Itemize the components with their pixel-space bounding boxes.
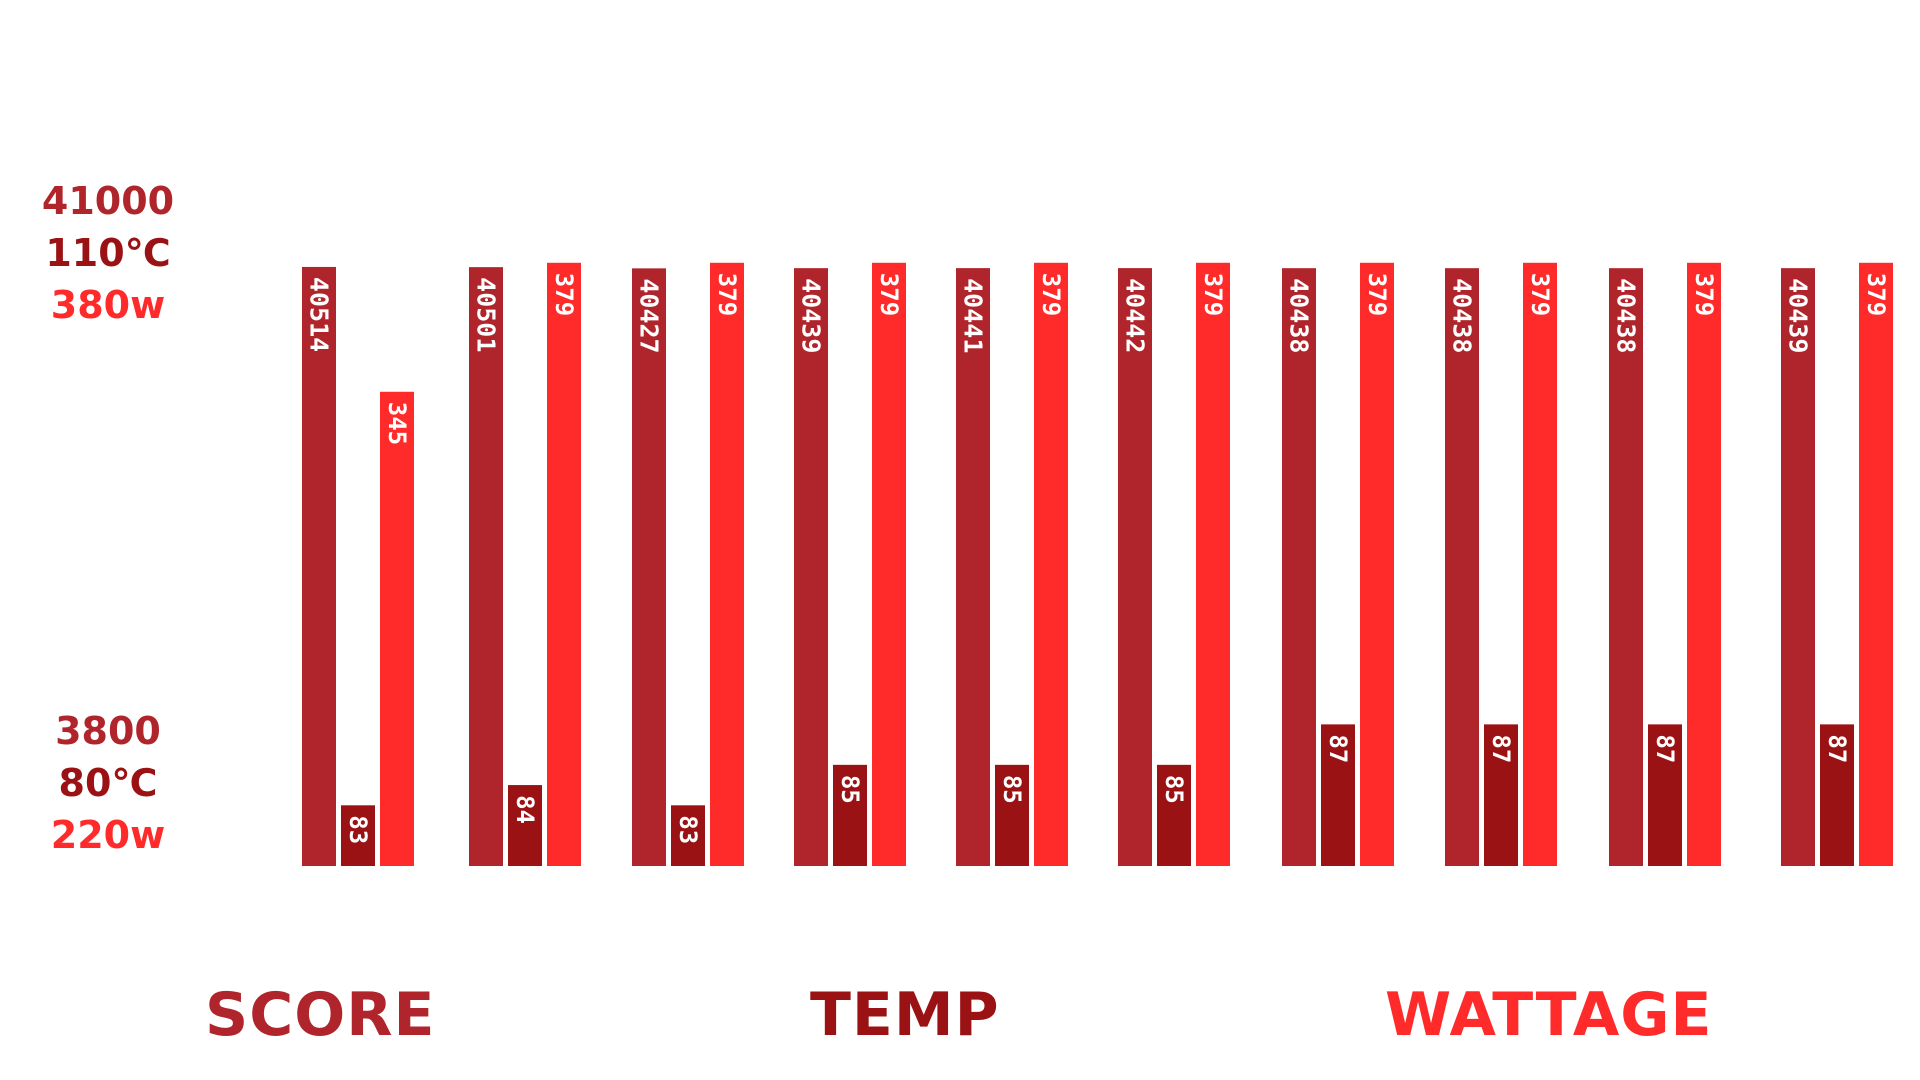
temp-bar-4 — [833, 764, 867, 866]
temp-axis-top-label: 110℃ — [45, 231, 171, 275]
temp-value-label-5: 85 — [998, 775, 1026, 804]
wattage-bar-1 — [380, 391, 414, 866]
wattage-bar-3 — [710, 262, 744, 866]
wattage-value-label-7: 379 — [1363, 273, 1391, 316]
temp-bar-1 — [341, 805, 375, 866]
temp-value-label-8: 87 — [1487, 734, 1515, 763]
wattage-bar-2 — [547, 262, 581, 866]
wattage-value-label-2: 379 — [550, 273, 578, 316]
score-bar-6 — [1118, 268, 1152, 867]
wattage-value-label-4: 379 — [875, 273, 903, 316]
wattage-bar-8 — [1523, 262, 1557, 866]
temp-axis-bottom-label: 80℃ — [58, 761, 158, 805]
score-axis-top-label: 41000 — [41, 179, 175, 223]
temp-bar-10 — [1820, 724, 1854, 866]
wattage-value-label-5: 379 — [1037, 273, 1065, 316]
temp-bar-2 — [508, 785, 542, 866]
score-bar-5 — [956, 268, 990, 866]
wattage-value-label-8: 379 — [1526, 273, 1554, 316]
temp-bar-8 — [1484, 724, 1518, 866]
legend-wattage: WATTAGE — [1385, 980, 1713, 1050]
temp-value-label-7: 87 — [1324, 734, 1352, 763]
temp-bar-9 — [1648, 724, 1682, 866]
wattage-value-label-1: 345 — [383, 402, 411, 445]
temp-value-label-6: 85 — [1160, 775, 1188, 804]
temp-value-label-9: 87 — [1651, 734, 1679, 763]
score-value-label-8: 40438 — [1448, 278, 1477, 353]
score-bar-10 — [1781, 268, 1815, 867]
score-value-label-9: 40438 — [1612, 278, 1641, 353]
wattage-bar-9 — [1687, 262, 1721, 866]
wattage-value-label-10: 379 — [1862, 273, 1890, 316]
temp-bar-3 — [671, 805, 705, 866]
wattage-value-label-6: 379 — [1199, 273, 1227, 316]
wattage-bar-5 — [1034, 262, 1068, 866]
temp-bar-6 — [1157, 764, 1191, 866]
legend-temp: TEMP — [810, 980, 1000, 1050]
wattage-axis-top-label: 380w — [50, 283, 166, 327]
score-value-label-1: 40514 — [305, 277, 334, 352]
score-bar-9 — [1609, 268, 1643, 866]
temp-bar-5 — [995, 764, 1029, 866]
temp-value-label-2: 84 — [511, 795, 539, 824]
temp-value-label-10: 87 — [1823, 734, 1851, 763]
temp-bar-7 — [1321, 724, 1355, 866]
legend-score: SCORE — [205, 980, 436, 1050]
temp-value-label-1: 83 — [344, 815, 372, 844]
score-bar-7 — [1282, 268, 1316, 866]
wattage-bar-10 — [1859, 262, 1893, 866]
score-value-label-6: 40442 — [1121, 278, 1150, 353]
score-bar-8 — [1445, 268, 1479, 866]
score-bar-4 — [794, 268, 828, 867]
wattage-axis-bottom-label: 220w — [50, 813, 166, 857]
score-value-label-7: 40438 — [1285, 278, 1314, 353]
wattage-bar-7 — [1360, 262, 1394, 866]
score-bar-2 — [469, 267, 503, 866]
temp-value-label-3: 83 — [674, 815, 702, 844]
score-value-label-5: 40441 — [959, 278, 988, 353]
wattage-bar-6 — [1196, 262, 1230, 866]
score-value-label-2: 40501 — [472, 277, 501, 352]
score-value-label-4: 40439 — [797, 278, 826, 353]
wattage-value-label-9: 379 — [1690, 273, 1718, 316]
wattage-bar-4 — [872, 262, 906, 866]
score-axis-bottom-label: 3800 — [55, 709, 161, 753]
score-bar-1 — [302, 266, 336, 866]
score-value-label-3: 40427 — [635, 278, 664, 353]
score-bar-3 — [632, 268, 666, 867]
temp-value-label-4: 85 — [836, 775, 864, 804]
wattage-value-label-3: 379 — [713, 273, 741, 316]
score-value-label-10: 40439 — [1784, 278, 1813, 353]
